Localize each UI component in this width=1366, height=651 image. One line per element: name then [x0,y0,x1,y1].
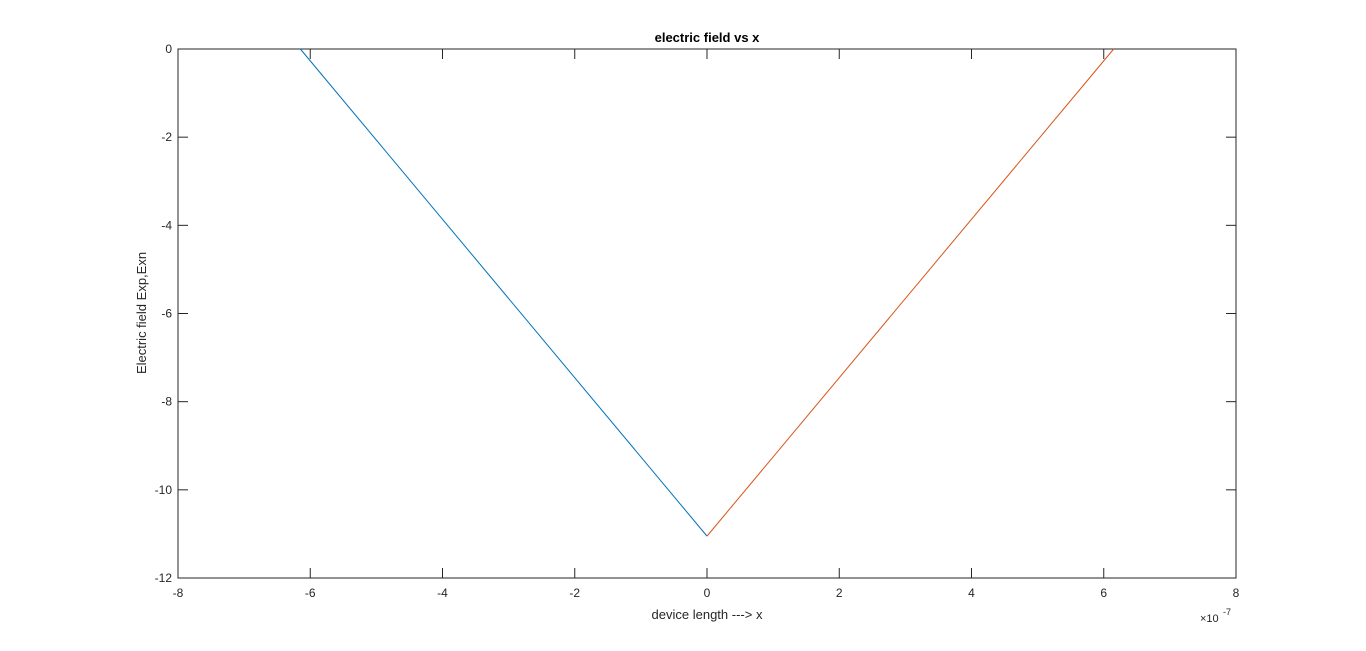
x-axis-label: device length ---> x [652,607,763,622]
y-axis-label: Electric field Exp,Exn [134,252,149,374]
x-tick-label: 2 [836,586,843,600]
chart-title: electric field vs x [655,30,761,45]
ticks [177,48,1237,579]
y-tick-label: 0 [165,42,172,56]
y-tick-label: -4 [161,218,172,232]
series-line-1 [299,48,708,537]
y-tick-label: -6 [161,307,172,321]
x-tick-label: -6 [305,586,316,600]
x-tick-label: 4 [968,586,975,600]
x-tick-label: 0 [704,586,711,600]
plot-area-box [177,48,1237,579]
x-tick-labels: -8 -6 -4 -2 0 2 4 6 8 [173,586,1240,600]
y-tick-label: -12 [155,571,173,585]
y-tick-labels: 0 -2 -4 -6 -8 -10 -12 [155,42,173,585]
y-tick-label: -2 [161,130,172,144]
x-tick-label: -2 [569,586,580,600]
series-line-2 [706,48,1115,537]
series-lines [299,48,1115,537]
y-tick-label: -8 [161,395,172,409]
x-axis-exponent: -7 [1223,607,1231,617]
axes-frame [177,48,1237,579]
x-tick-label: 8 [1233,586,1240,600]
x-tick-label: -4 [437,586,448,600]
x-axis-multiplier: ×10 [1200,613,1219,625]
x-tick-label: -8 [173,586,184,600]
x-tick-label: 6 [1100,586,1107,600]
y-tick-label: -10 [155,483,173,497]
